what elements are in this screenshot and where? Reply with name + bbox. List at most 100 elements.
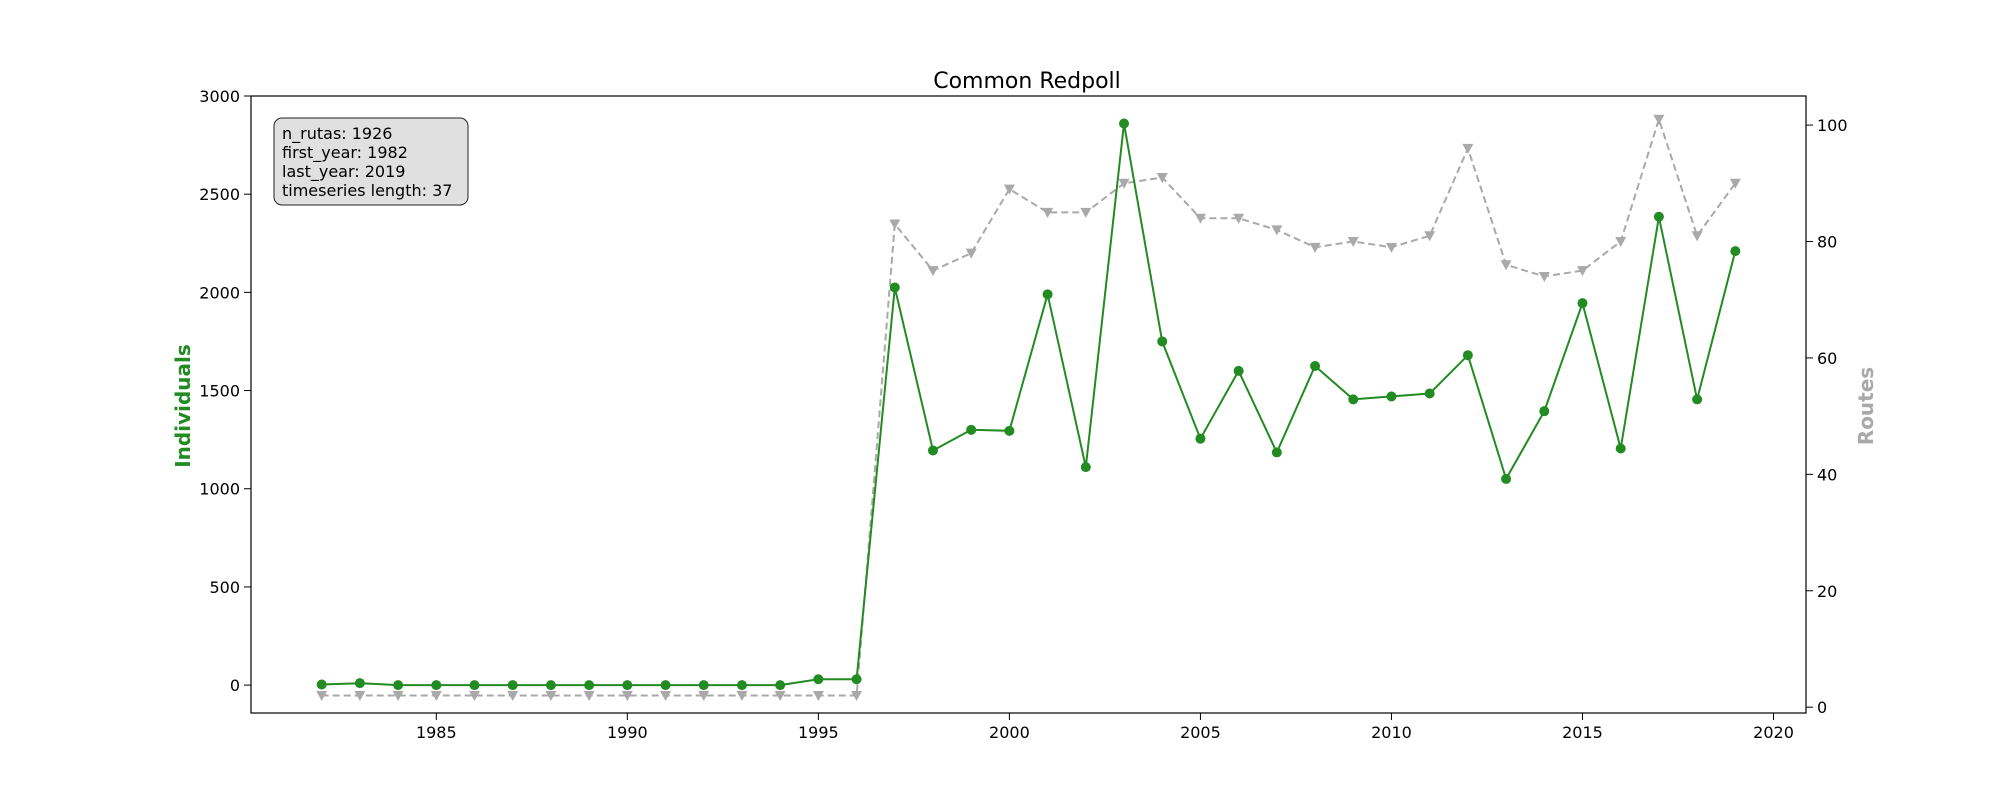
data-point-routes (1424, 231, 1436, 242)
data-point-individuals (1080, 462, 1091, 473)
data-point-individuals (584, 680, 595, 691)
data-point-routes (851, 691, 863, 702)
data-point-routes (1576, 266, 1588, 277)
data-point-routes (545, 691, 557, 702)
y-right-tick-label: 80 (1817, 233, 1837, 252)
y-left-tick-label: 2500 (199, 185, 240, 204)
y-left-tick-label: 2000 (199, 283, 240, 302)
data-point-routes (1615, 237, 1627, 248)
data-point-routes (583, 691, 595, 702)
data-point-routes (469, 691, 481, 702)
data-point-routes (354, 691, 366, 702)
data-point-individuals (736, 680, 747, 691)
y-right-tick-label: 60 (1817, 349, 1837, 368)
data-point-individuals (1271, 447, 1282, 458)
data-point-individuals (1424, 388, 1435, 399)
data-point-routes (1003, 184, 1015, 195)
series-line-individuals (321, 123, 1737, 687)
x-tick-label: 1985 (416, 723, 457, 742)
annotation-line: timeseries length: 37 (282, 181, 452, 200)
data-point-individuals (507, 680, 518, 691)
y-left-tick-label: 1000 (199, 480, 240, 499)
data-point-individuals (1730, 246, 1741, 257)
x-tick-label: 2005 (1180, 723, 1221, 742)
data-point-routes (1653, 114, 1665, 125)
data-point-individuals (1501, 473, 1512, 484)
annotation-line: n_rutas: 1926 (282, 124, 392, 144)
annotation-background (273, 117, 469, 206)
plot-frame (250, 95, 1807, 714)
x-tick-label: 2015 (1562, 723, 1603, 742)
data-point-routes (965, 248, 977, 259)
data-point-routes (1156, 172, 1168, 183)
data-point-routes (507, 691, 519, 702)
data-point-individuals (1042, 289, 1053, 300)
data-point-individuals (1386, 391, 1397, 402)
data-point-individuals (851, 674, 862, 685)
data-point-routes (927, 266, 939, 277)
data-point-routes (736, 691, 748, 702)
data-point-individuals (660, 680, 671, 691)
y-right-tick-label: 40 (1817, 465, 1837, 484)
data-point-individuals (1462, 350, 1473, 361)
y-left-tick-label: 1500 (199, 382, 240, 401)
data-point-individuals (469, 680, 480, 691)
data-point-routes (430, 691, 442, 702)
data-point-individuals (775, 680, 786, 691)
data-point-routes (1462, 143, 1474, 154)
y-left-tick-label: 0 (230, 676, 240, 695)
data-point-individuals (1195, 433, 1206, 444)
y-left-axis-label: Individuals (171, 344, 195, 468)
data-point-routes (1347, 237, 1359, 248)
data-point-individuals (1233, 365, 1244, 376)
annotation-box: n_rutas: 1926 first_year: 1982 last_year… (273, 117, 469, 206)
data-point-routes (889, 219, 901, 230)
data-point-individuals (1119, 118, 1130, 129)
data-point-individuals (393, 680, 404, 691)
data-point-individuals (1310, 361, 1321, 372)
data-point-routes (1309, 242, 1321, 253)
data-point-individuals (1157, 336, 1168, 347)
y-left-tick-label: 3000 (199, 87, 240, 106)
data-point-routes (1118, 178, 1130, 189)
data-point-routes (698, 691, 710, 702)
data-point-routes (1080, 207, 1092, 218)
data-point-routes (1233, 213, 1245, 224)
y-left-tick-label: 500 (209, 578, 240, 597)
x-tick-label: 2020 (1753, 723, 1794, 742)
plot-area: 1985 1990 1995 2000 2005 2010 2015 202005001000… (199, 87, 1847, 742)
data-point-routes (1729, 178, 1741, 189)
data-point-individuals (354, 678, 365, 689)
data-point-individuals (889, 282, 900, 293)
chart-title: Common Redpoll (933, 69, 1121, 94)
data-point-individuals (1692, 394, 1703, 405)
x-tick-label: 2010 (1371, 723, 1412, 742)
annotation-line: last_year: 2019 (282, 162, 405, 182)
x-tick-label: 1990 (607, 723, 648, 742)
data-point-routes (1042, 207, 1054, 218)
data-point-individuals (1348, 394, 1359, 405)
y-right-axis-label: Routes (1854, 367, 1878, 445)
data-point-individuals (966, 424, 977, 435)
data-point-routes (812, 691, 824, 702)
data-point-individuals (813, 674, 824, 685)
data-point-individuals (316, 679, 327, 690)
data-point-individuals (927, 445, 938, 456)
data-point-individuals (545, 680, 556, 691)
data-point-individuals (622, 680, 633, 691)
data-point-routes (774, 691, 786, 702)
data-point-individuals (1577, 298, 1588, 309)
data-point-routes (1385, 242, 1397, 253)
data-point-routes (1500, 260, 1512, 271)
data-point-routes (316, 691, 328, 702)
data-point-routes (1271, 225, 1283, 236)
data-point-individuals (1615, 443, 1626, 454)
series-line-routes (321, 116, 1737, 697)
y-right-tick-label: 0 (1817, 698, 1827, 717)
data-point-routes (621, 691, 633, 702)
data-point-individuals (1004, 425, 1015, 436)
data-point-routes (1194, 213, 1206, 224)
data-point-routes (660, 691, 672, 702)
y-right-tick-label: 20 (1817, 582, 1837, 601)
